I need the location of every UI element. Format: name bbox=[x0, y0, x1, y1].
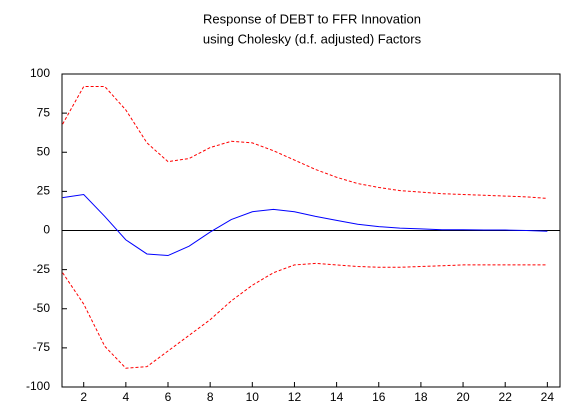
x-tick-label: 12 bbox=[288, 390, 302, 404]
x-tick-label: 24 bbox=[541, 390, 555, 404]
series-line bbox=[62, 193, 548, 257]
x-tick-label: 10 bbox=[246, 390, 260, 404]
x-tick-label: 2 bbox=[80, 390, 87, 404]
x-tick-label: 14 bbox=[330, 390, 344, 404]
x-tick-label: 22 bbox=[499, 390, 513, 404]
y-tick-label: 50 bbox=[37, 144, 51, 158]
x-tick-label: 6 bbox=[165, 390, 172, 404]
x-tick-label: 18 bbox=[414, 390, 428, 404]
x-tick-label: 4 bbox=[123, 390, 130, 404]
series-line bbox=[62, 262, 548, 369]
y-tick-label: -100 bbox=[26, 379, 50, 393]
x-tick-label: 16 bbox=[372, 390, 386, 404]
y-tick-label: 25 bbox=[37, 184, 51, 198]
y-tick-label: -50 bbox=[33, 301, 51, 315]
chart-subtitle: using Cholesky (d.f. adjusted) Factors bbox=[203, 31, 422, 46]
y-tick-label: -25 bbox=[33, 262, 51, 276]
y-tick-label: -75 bbox=[33, 340, 51, 354]
series-line bbox=[62, 86, 548, 199]
y-tick-label: 0 bbox=[43, 223, 50, 237]
chart-title: Response of DEBT to FFR Innovation bbox=[203, 11, 421, 26]
x-tick-label: 8 bbox=[207, 390, 214, 404]
y-tick-label: 75 bbox=[37, 105, 51, 119]
x-tick-label: 20 bbox=[456, 390, 470, 404]
y-tick-label: 100 bbox=[30, 66, 50, 80]
